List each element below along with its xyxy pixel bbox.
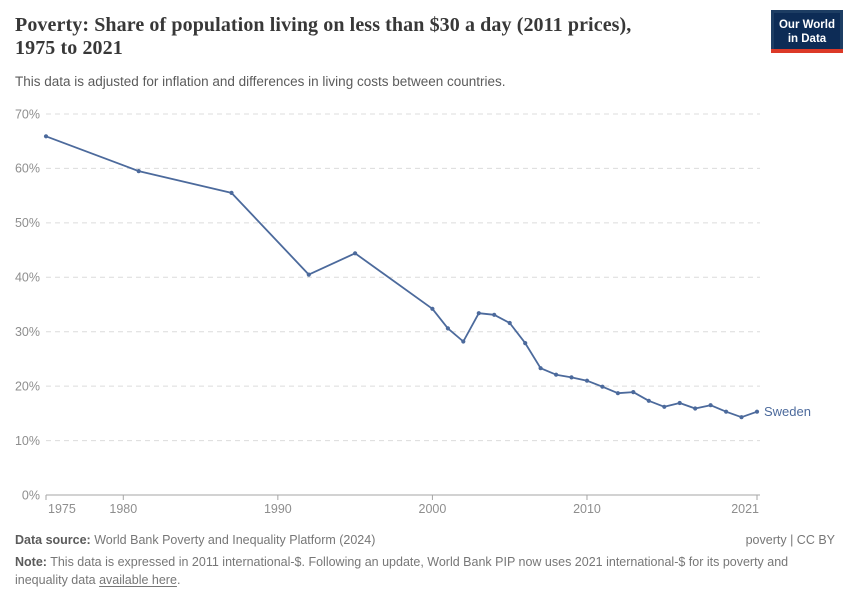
- y-axis-label: 10%: [15, 434, 40, 448]
- data-point: [43, 134, 49, 139]
- page-title: Poverty: Share of population living on l…: [15, 14, 632, 60]
- chart-subtitle: This data is adjusted for inflation and …: [15, 74, 506, 89]
- data-point: [615, 391, 621, 396]
- data-point: [631, 390, 636, 395]
- data-point: [739, 415, 744, 420]
- data-point: [229, 190, 234, 195]
- data-point: [600, 384, 605, 389]
- data-source-label: Data source:: [15, 533, 91, 547]
- owid-logo-text-line2: in Data: [787, 33, 827, 46]
- y-axis-label: 60%: [15, 162, 40, 176]
- data-point: [724, 409, 729, 414]
- y-axis-label: 40%: [15, 271, 40, 285]
- data-point: [754, 409, 760, 414]
- note-period: .: [176, 573, 181, 588]
- y-axis-label: 20%: [15, 379, 40, 393]
- data-point: [353, 251, 358, 256]
- owid-logo[interactable]: Our World in Data: [771, 10, 843, 54]
- license-link[interactable]: poverty | CC BY: [745, 533, 835, 547]
- data-point: [461, 339, 466, 344]
- y-axis-label: 30%: [15, 325, 40, 339]
- data-point: [646, 398, 651, 403]
- note-text: This data is expressed in 2011 internati…: [15, 555, 789, 588]
- x-axis-label: 2021: [731, 502, 759, 516]
- y-axis-label: 70%: [15, 107, 40, 121]
- data-point: [523, 341, 528, 346]
- x-axis-label: 1990: [264, 502, 292, 516]
- data-source-line: Data source: World Bank Poverty and Ineq…: [15, 533, 375, 547]
- owid-logo-text-line1: Our World: [778, 19, 835, 31]
- x-axis-label: 1980: [109, 502, 137, 516]
- x-axis-label: 2010: [573, 502, 601, 516]
- data-point: [693, 406, 698, 411]
- x-axis-label: 2000: [419, 502, 447, 516]
- data-point: [538, 366, 543, 371]
- data-point: [708, 403, 713, 408]
- data-point: [507, 320, 512, 326]
- data-point: [430, 306, 435, 311]
- data-point: [584, 378, 590, 383]
- chart-footer: Data source: World Bank Poverty and Ineq…: [15, 533, 835, 589]
- series-label-sweden: Sweden: [764, 404, 811, 419]
- data-line-sweden: [45, 135, 758, 419]
- note-label: Note:: [15, 555, 47, 569]
- available-here-link[interactable]: available here: [99, 573, 177, 588]
- data-point: [662, 404, 667, 409]
- note-line: Note: This data is expressed in 2011 int…: [15, 553, 835, 589]
- data-point: [492, 312, 497, 317]
- data-point: [554, 372, 559, 377]
- data-point: [677, 400, 682, 406]
- owid-logo-red-bar: [771, 49, 843, 53]
- data-point: [476, 311, 481, 316]
- data-point: [136, 169, 141, 174]
- y-axis-label: 50%: [15, 216, 40, 230]
- data-point: [306, 272, 311, 277]
- data-source-value: World Bank Poverty and Inequality Platfo…: [94, 533, 376, 547]
- x-axis-label: 1975: [48, 502, 76, 516]
- data-point: [445, 326, 450, 331]
- data-point: [569, 375, 574, 380]
- y-axis-label: 0%: [22, 488, 40, 502]
